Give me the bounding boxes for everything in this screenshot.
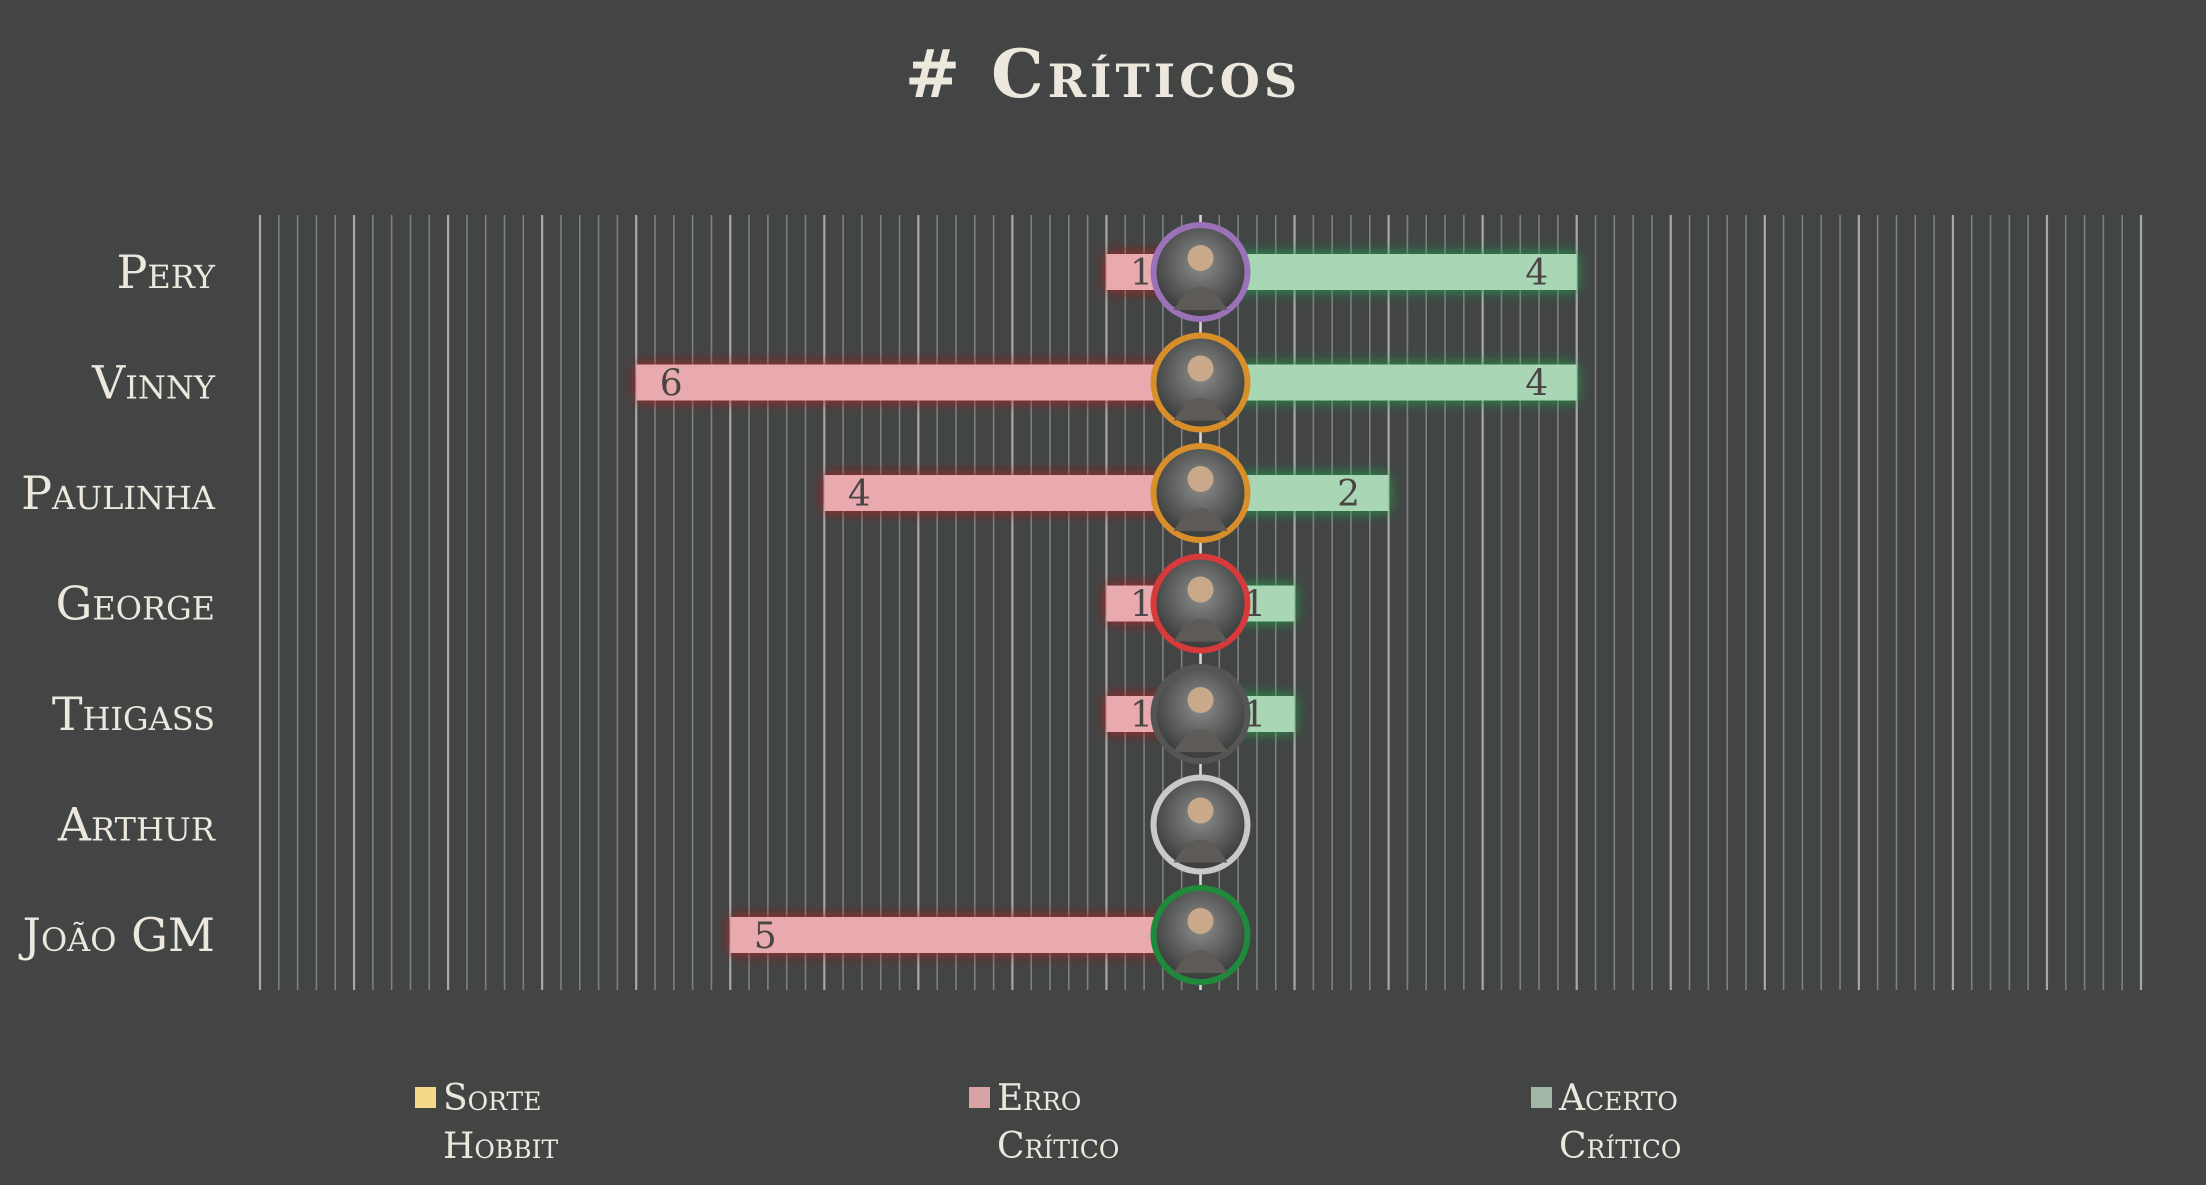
player-avatars — [1150, 222, 1251, 985]
legend-line-1: Erro — [997, 1078, 1082, 1119]
player-label: Paulinha — [21, 466, 216, 520]
legend-label: Sorte Hobbit — [443, 1075, 643, 1171]
player-label: Vinny — [91, 356, 216, 410]
avatar — [1156, 559, 1245, 648]
legend-swatch — [969, 1087, 990, 1108]
avatar-head — [1187, 797, 1214, 824]
avatar-body — [1173, 618, 1228, 642]
bar-value-acerto: 4 — [1525, 253, 1548, 294]
bar-value-erro: 6 — [660, 364, 683, 405]
legend-line-2: Crítico — [1559, 1126, 1682, 1167]
player-label: João GM — [19, 908, 216, 962]
bar-erro-critico — [636, 364, 1201, 401]
avatar-body — [1173, 287, 1228, 310]
avatar-body — [1173, 397, 1228, 421]
grid-lines — [258, 215, 2143, 990]
bar-value-erro: 4 — [848, 474, 871, 515]
player-labels: Pery Vinny Paulinha George Thigass Arthur João… — [19, 245, 216, 962]
avatar — [1156, 670, 1245, 758]
player-label: George — [56, 577, 215, 631]
bar-erro-critico — [730, 917, 1201, 953]
bar-value-acerto: 4 — [1525, 364, 1548, 405]
bar-value-erro: 5 — [754, 916, 777, 957]
bar-value-erro: 1 — [1130, 253, 1153, 294]
avatar-head — [1187, 245, 1214, 271]
avatar-head — [1187, 908, 1214, 934]
avatar-body — [1173, 729, 1228, 752]
bar-values: 1 46 44 21 11 15 — [660, 253, 1548, 957]
avatar-head — [1187, 466, 1214, 492]
avatar-body — [1173, 839, 1228, 863]
avatar — [1156, 449, 1245, 537]
avatar-body — [1173, 950, 1228, 973]
avatar-body — [1173, 508, 1228, 531]
avatar-head — [1187, 355, 1214, 382]
legend: Sorte Hobbit Erro Crítico Acerto Crítico — [0, 1075, 2206, 1175]
legend-line-2: Crítico — [997, 1126, 1120, 1167]
legend-line-2: Hobbit — [443, 1126, 559, 1167]
player-label: Thigass — [52, 687, 215, 741]
legend-line-1: Acerto — [1559, 1078, 1678, 1119]
bar-value-erro: 1 — [1130, 585, 1153, 626]
bar-value-erro: 1 — [1130, 695, 1153, 736]
bar-erro-critico — [824, 475, 1201, 511]
avatar — [1156, 228, 1245, 316]
legend-swatch — [415, 1087, 436, 1108]
avatar — [1156, 780, 1245, 869]
legend-label: Erro Crítico — [997, 1075, 1197, 1171]
legend-label: Acerto Crítico — [1559, 1075, 1759, 1171]
bar-value-acerto: 2 — [1337, 474, 1360, 515]
player-label: Pery — [116, 245, 215, 299]
avatar — [1156, 891, 1245, 979]
avatar — [1156, 338, 1245, 427]
avatar-head — [1187, 687, 1214, 713]
legend-line-1: Sorte — [443, 1078, 542, 1119]
bar-acerto-critico — [1200, 254, 1577, 290]
chart-title: # Críticos — [904, 35, 1302, 113]
bar-acerto-critico — [1200, 364, 1577, 401]
avatar-head — [1187, 576, 1214, 603]
player-label: Arthur — [57, 798, 216, 852]
legend-swatch — [1531, 1087, 1552, 1108]
